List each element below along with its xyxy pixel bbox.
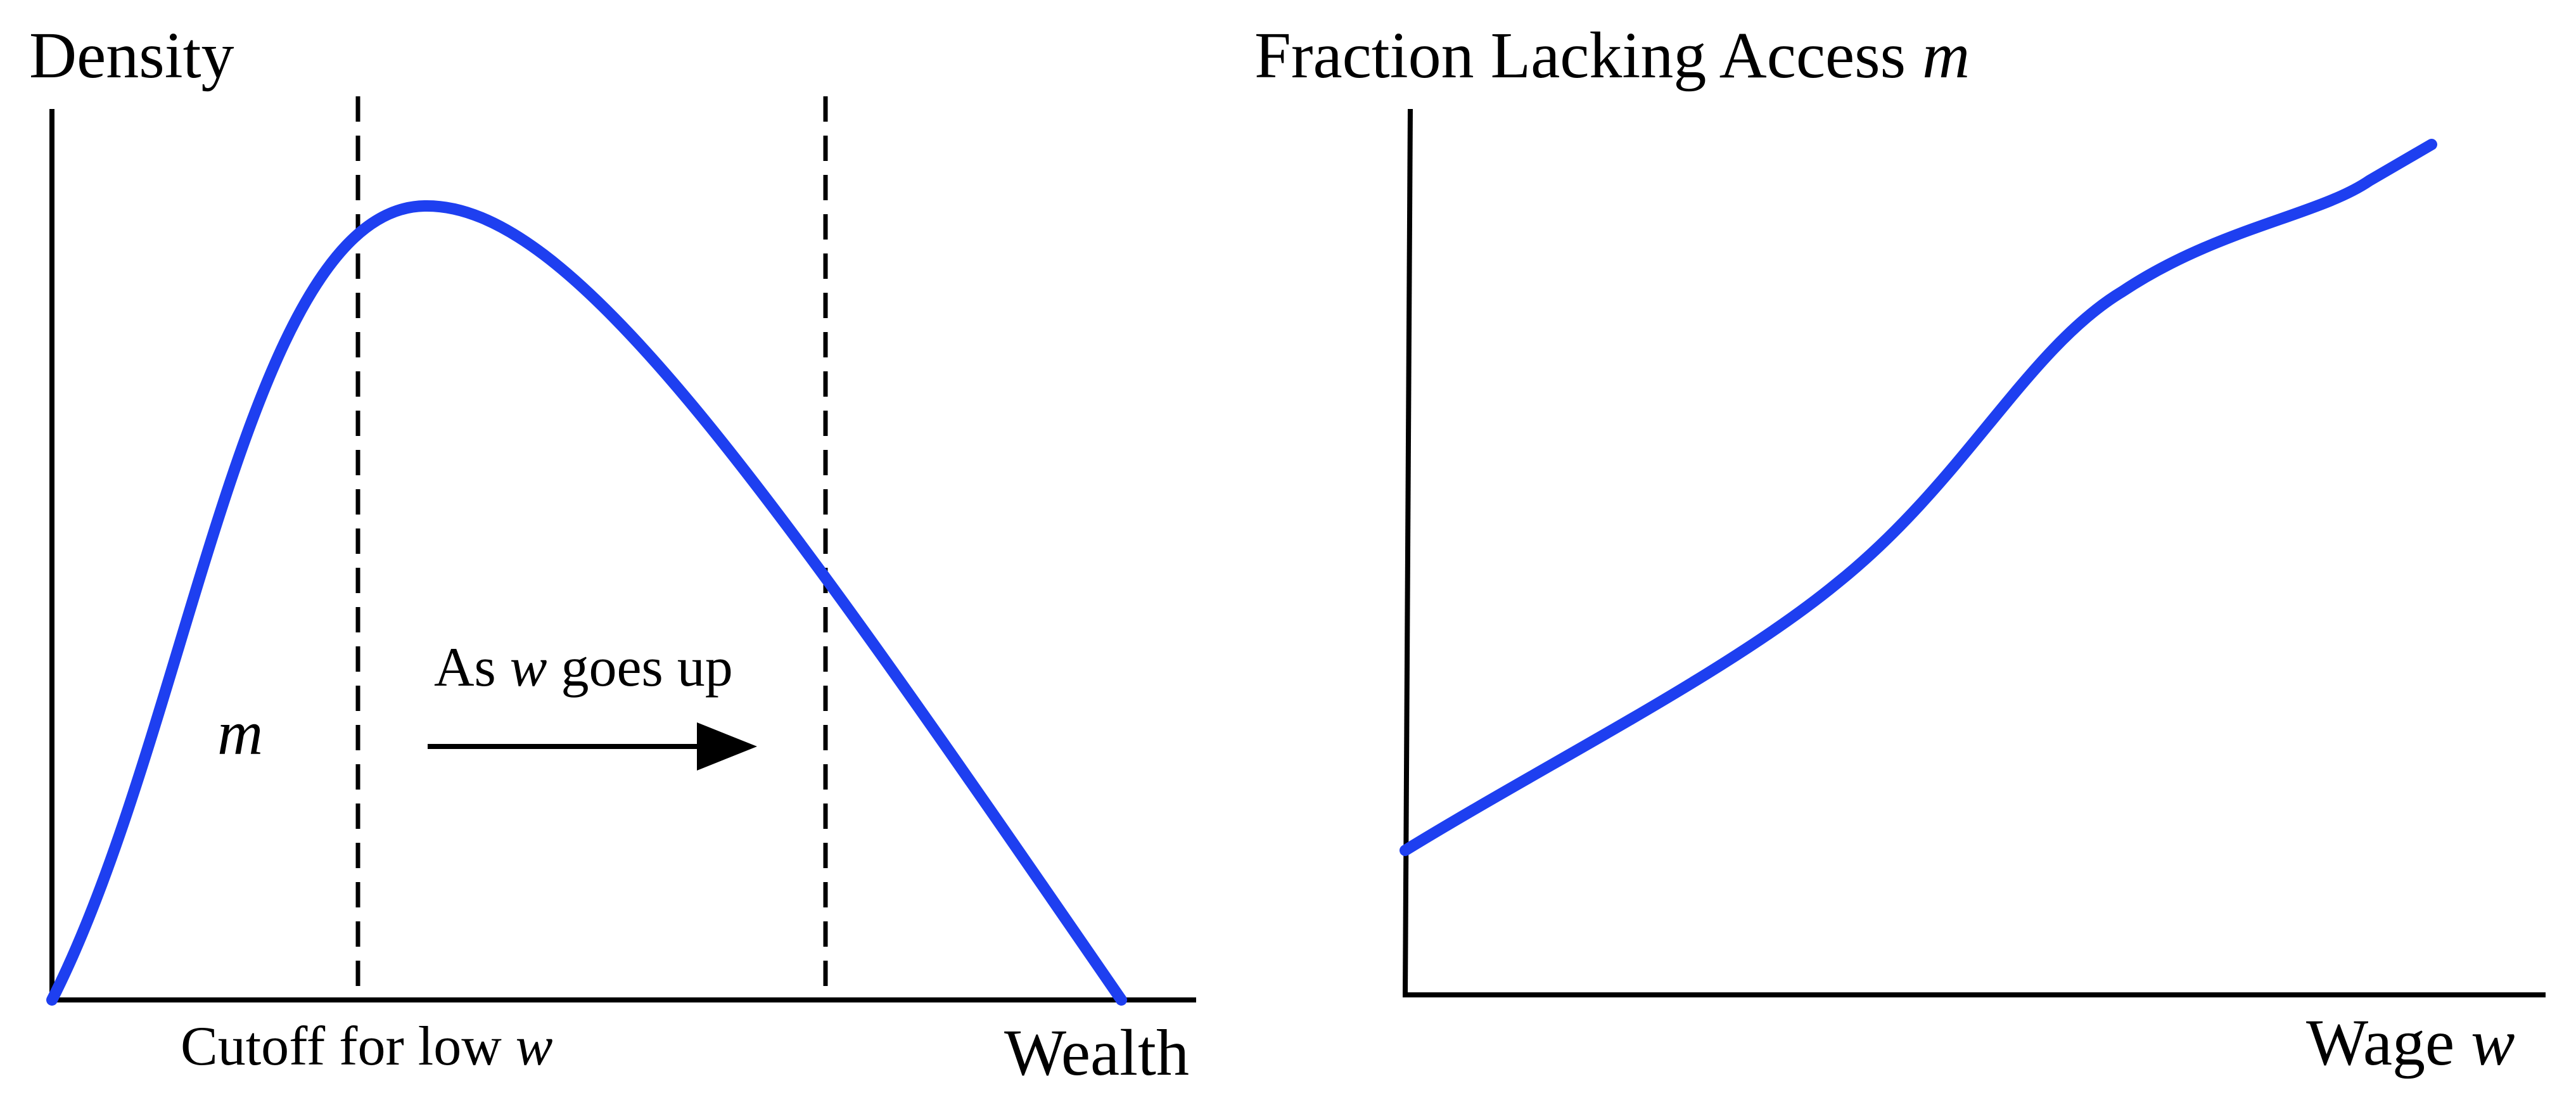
- density-axis-label: Density: [29, 19, 234, 92]
- area-m-label: m: [217, 698, 263, 768]
- fraction-axis-label: Fraction Lacking Access m: [1254, 19, 1970, 92]
- right-y-axis: [1403, 108, 1413, 996]
- right-panel: Fraction Lacking Access m Wage w: [1254, 19, 2546, 1079]
- fraction-axis-label-var: m: [1922, 19, 1970, 92]
- arrow-label-var: w: [510, 637, 547, 698]
- shift-arrow-head: [697, 722, 757, 771]
- arrow-label-pre: As: [434, 637, 510, 698]
- wealth-density-curve: [46, 200, 1127, 1006]
- cutoff-label-var: w: [516, 1016, 553, 1077]
- fraction-lacking-access-curve: [1400, 139, 2437, 856]
- wage-axis-label: Wage w: [2306, 1006, 2515, 1079]
- cutoff-label: Cutoff for low w: [181, 1016, 553, 1077]
- arrow-label-post: goes up: [547, 637, 733, 698]
- wealth-axis-label: Wealth: [1004, 1016, 1189, 1089]
- wage-axis-label-var: w: [2471, 1006, 2515, 1079]
- fraction-axis-label-text: Fraction Lacking Access: [1254, 19, 1922, 92]
- cutoff-label-text: Cutoff for low: [181, 1016, 516, 1077]
- wage-axis-label-text: Wage: [2306, 1006, 2471, 1079]
- arrow-label: As w goes up: [434, 637, 733, 698]
- left-panel: Density Wealth Cutoff for low w m As w g…: [29, 19, 1196, 1089]
